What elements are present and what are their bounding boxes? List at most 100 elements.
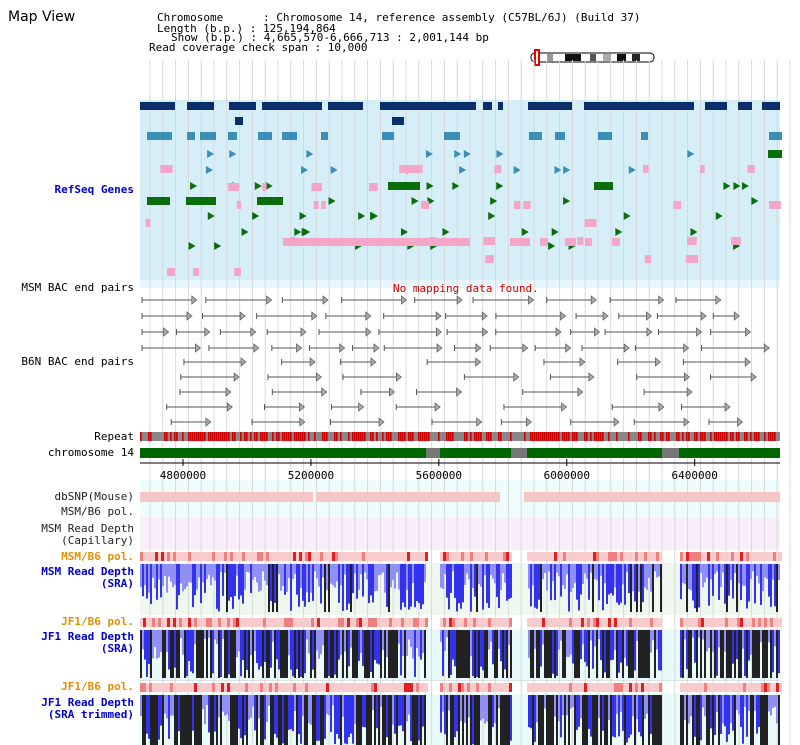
jf1-pol-band-1	[305, 618, 308, 627]
jf1-depth-bar	[292, 630, 294, 677]
bac-end	[590, 295, 597, 305]
jf1-trim-depth-bar	[324, 695, 326, 739]
jf1-pol-band-1	[500, 618, 503, 627]
jf1-trim-depth-bar	[348, 695, 350, 738]
jf1-pol-band-2	[539, 683, 542, 692]
msm-depth-bar	[250, 564, 252, 594]
msm-pol-band	[269, 552, 272, 561]
msm-depth-bar	[348, 564, 350, 604]
bac-end	[456, 295, 463, 305]
jf1-pol-band-1	[221, 618, 224, 627]
jf1-depth-bar	[376, 630, 378, 664]
msm-depth-bar	[374, 564, 376, 592]
msm-depth-bar	[630, 564, 632, 612]
jf1-trim-depth-bar	[466, 695, 468, 745]
jf1-pol-band-1	[167, 618, 170, 627]
msm-pol-band	[554, 552, 557, 561]
jf1-pol-band-2	[716, 683, 719, 692]
repeat-element	[390, 432, 392, 441]
repeat-element	[362, 432, 364, 441]
jf1-depth-bar	[180, 630, 182, 639]
jf1-depth-bar	[578, 630, 580, 678]
msm-depth-bar	[420, 564, 422, 609]
repeat-element	[654, 432, 656, 441]
jf1-trim-depth-bar	[308, 695, 310, 724]
jf1-depth-bar	[778, 630, 780, 674]
msm-pol-band	[734, 552, 737, 561]
jf1-depth-bar	[300, 630, 302, 677]
jf1-pol-band-1	[332, 618, 335, 627]
jf1-depth-bar	[736, 630, 738, 660]
jf1-pol-band-1	[596, 618, 599, 627]
jf1-pol-band-1	[716, 618, 719, 627]
msm-depth-bar	[564, 564, 566, 589]
jf1-pol-band-2	[593, 683, 596, 692]
jf1-pol-band-1	[749, 618, 752, 627]
jf1-trim-depth-bar	[456, 695, 458, 732]
jf1-pol-band-2	[638, 683, 641, 692]
jf1-pol-band-1	[140, 618, 143, 627]
jf1-pol-band-2	[470, 683, 473, 692]
jf1-trim-depth-bar	[596, 695, 598, 745]
jf1-trim-depth-bar	[302, 695, 304, 717]
jf1-pol-band-2	[317, 683, 320, 692]
msm-pol-band	[263, 552, 266, 561]
jf1-depth-bar	[464, 630, 466, 678]
jf1-pol-band-2	[140, 683, 143, 692]
jf1-pol-band-2	[149, 683, 152, 692]
repeat-element	[524, 432, 526, 441]
jf1-depth-bar	[166, 630, 168, 653]
msm-pol-band	[383, 552, 386, 561]
jf1-pol-band-2	[395, 683, 398, 692]
jf1-trim-depth-bar	[598, 695, 600, 718]
jf1-depth-bar	[202, 630, 204, 678]
jf1-depth-bar	[590, 630, 592, 641]
msm-depth-bar	[606, 564, 608, 604]
gene-feature	[187, 132, 195, 140]
msm-depth-bar	[496, 564, 498, 597]
msm-depth-bar	[460, 564, 462, 609]
jf1-pol-band-1	[212, 618, 215, 627]
jf1-pol-band-2	[683, 683, 686, 692]
jf1-pol-band-1	[485, 618, 488, 627]
msm-read-depth-capillary-label: MSM Read Depth	[41, 522, 134, 535]
msm-depth-bar	[698, 564, 700, 608]
chromosome-ideogram[interactable]	[530, 49, 655, 66]
jf1-trim-depth-bar	[718, 695, 720, 745]
repeat-element	[348, 432, 350, 441]
jf1-pol-band-2	[347, 683, 350, 692]
gene-feature	[444, 132, 460, 140]
jf1-pol-band-2	[767, 683, 770, 692]
repeat-element	[148, 432, 150, 441]
jf1-depth-bar	[364, 630, 366, 678]
bac-end	[435, 327, 442, 337]
msm-pol-band	[572, 552, 575, 561]
gene-feature	[733, 182, 741, 190]
msm-pol-band	[779, 552, 782, 561]
msm-depth-bar	[364, 564, 366, 573]
gene-feature	[193, 268, 199, 276]
repeat-element	[546, 432, 548, 441]
bac-end	[373, 343, 380, 353]
gene-feature	[301, 166, 309, 174]
jf1-depth-bar	[284, 630, 286, 678]
jf1-pol-band-2	[764, 683, 767, 692]
jf1-pol-band-1	[728, 618, 731, 627]
jf1-pol-band-2	[761, 683, 764, 692]
jf1-trim-depth-bar	[610, 695, 612, 745]
jf1-pol-band-1	[752, 618, 755, 627]
jf1-trim-depth-bar	[192, 695, 194, 731]
jf1-trim-depth-bar	[638, 695, 640, 732]
repeat-element	[732, 432, 734, 441]
msm-depth-bar	[558, 564, 560, 577]
jf1-depth-bar	[502, 630, 504, 678]
jf1-pol-band-2	[233, 683, 236, 692]
jf1-trim-depth-bar	[160, 695, 162, 726]
jf1-depth-bar	[340, 630, 342, 655]
jf1-pol-band-2	[308, 683, 311, 692]
msm-pol-band	[389, 552, 392, 561]
jf1-trim-depth-bar	[558, 695, 560, 722]
jf1-trim-depth-bar	[614, 695, 616, 738]
jf1-pol-band-2	[152, 683, 155, 692]
